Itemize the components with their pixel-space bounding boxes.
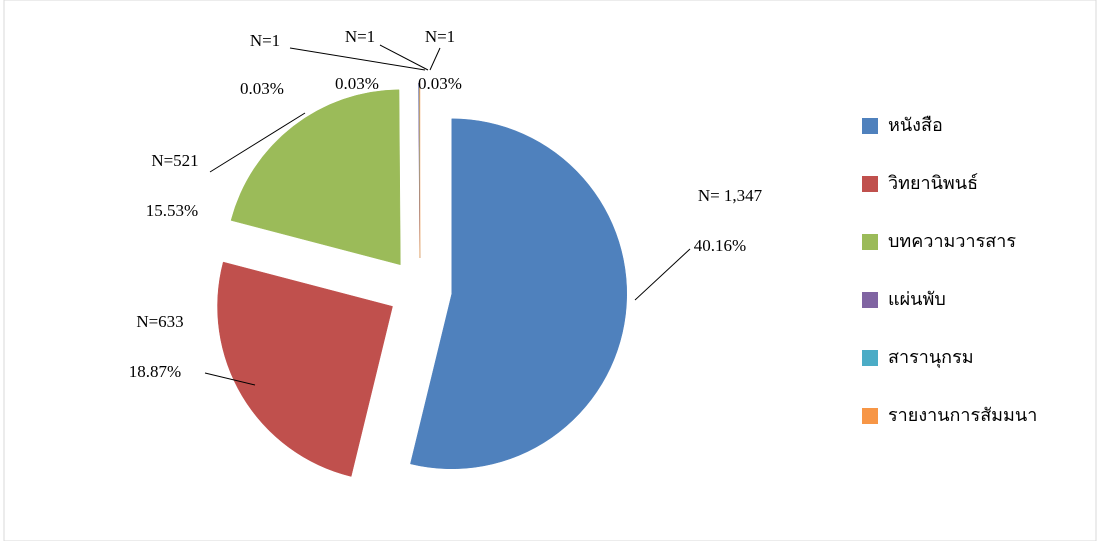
count-label: N=1 [425, 27, 455, 46]
legend-label: วิทยานิพนธ์ [888, 173, 978, 194]
legend-swatch [862, 234, 878, 250]
data-label: 0.03% [240, 79, 284, 98]
legend-label: รายงานการสัมมนา [888, 405, 1037, 426]
legend-label: หนังสือ [888, 115, 943, 136]
legend-label: บทความวารสาร [888, 231, 1016, 252]
data-label: 0.03% [418, 74, 462, 93]
count-label: N=1 [345, 27, 375, 46]
data-label: 40.16% [694, 236, 746, 255]
legend-label: สารานุกรม [888, 347, 974, 368]
pie-slice [230, 89, 401, 266]
legend-swatch [862, 176, 878, 192]
count-label: N=521 [151, 151, 198, 170]
count-label: N= 1,347 [698, 186, 763, 205]
legend-label: แผ่นพับ [888, 289, 946, 310]
pie-slice [410, 118, 628, 470]
legend-swatch [862, 408, 878, 424]
data-label: 18.87% [129, 362, 181, 381]
leader-line [379, 44, 429, 71]
data-label: 0.03% [335, 74, 379, 93]
leader-line [429, 47, 441, 71]
data-label: 15.53% [146, 201, 198, 220]
legend-swatch [862, 118, 878, 134]
pie-slice [217, 261, 393, 477]
leader-line [204, 372, 256, 386]
count-label: N=1 [250, 31, 280, 50]
legend-swatch [862, 292, 878, 308]
leader-line [209, 112, 306, 173]
count-label: N=633 [136, 312, 183, 331]
legend-swatch [862, 350, 878, 366]
leader-line [634, 248, 691, 301]
leader-line [289, 47, 426, 71]
